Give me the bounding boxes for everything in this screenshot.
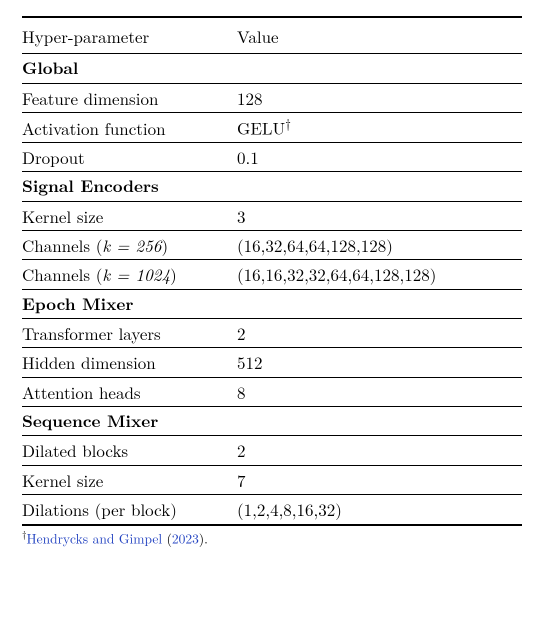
value-cell: 512 (237, 348, 522, 377)
section-header-row: Signal Encoders (22, 172, 522, 201)
value-cell: 2 (237, 319, 522, 348)
param-prefix: Channels ( (22, 233, 102, 257)
param-cell: Kernel size (22, 201, 237, 230)
param-cell: Hidden dimension (22, 348, 237, 377)
value-text: (16,16,32,32,64,64,128,128) (237, 262, 436, 286)
table-row: Dilations (per block)(1,2,4,8,16,32) (22, 495, 522, 525)
footnote-cell: †Hendrycks and Gimpel (2023). (22, 526, 522, 550)
param-math: k = 256 (102, 233, 161, 257)
table-row: Channels (k = 256)(16,32,64,64,128,128) (22, 231, 522, 260)
param-cell: Attention heads (22, 377, 237, 406)
table-row: Attention heads8 (22, 377, 522, 406)
table-row: Dropout0.1 (22, 143, 522, 172)
table-header-row: Hyper-parameter Value (22, 17, 522, 54)
value-cell: 3 (237, 201, 522, 230)
table-row: Feature dimension128 (22, 83, 522, 112)
section-title: Global (22, 54, 522, 83)
value-text: 3 (237, 204, 246, 228)
param-cell: Dropout (22, 143, 237, 172)
hyperparameter-table: Hyper-parameter Value GlobalFeature dime… (22, 16, 522, 550)
value-cell: (1,2,4,8,16,32) (237, 495, 522, 525)
footnote-citation-link[interactable]: Hendrycks and Gimpel (27, 528, 163, 547)
value-cell: 128 (237, 83, 522, 112)
value-cell: 7 (237, 465, 522, 494)
param-suffix: ) (170, 262, 177, 286)
value-cell: 2 (237, 436, 522, 465)
section-header-row: Global (22, 54, 522, 83)
value-text: 7 (237, 468, 246, 492)
table-row: Channels (k = 1024)(16,16,32,32,64,64,12… (22, 260, 522, 289)
section-title: Epoch Mixer (22, 289, 522, 318)
value-text: 8 (237, 380, 246, 404)
footnote-close: ). (199, 528, 208, 547)
param-cell: Activation function (22, 113, 237, 143)
param-cell: Transformer layers (22, 319, 237, 348)
value-cell: 8 (237, 377, 522, 406)
footnote-row: †Hendrycks and Gimpel (2023). (22, 526, 522, 550)
table-row: Dilated blocks2 (22, 436, 522, 465)
param-suffix: ) (161, 233, 168, 257)
header-param: Hyper-parameter (22, 17, 237, 54)
table-row: Hidden dimension512 (22, 348, 522, 377)
value-cell: GELU† (237, 113, 522, 143)
table-row: Transformer layers2 (22, 319, 522, 348)
table-row: Kernel size7 (22, 465, 522, 494)
section-header-row: Sequence Mixer (22, 407, 522, 436)
value-cell: (16,32,64,64,128,128) (237, 231, 522, 260)
param-prefix: Channels ( (22, 262, 102, 286)
value-text: 0.1 (237, 145, 259, 169)
param-cell: Channels (k = 256) (22, 231, 237, 260)
param-math: k = 1024 (102, 262, 170, 286)
value-text: 512 (237, 350, 263, 374)
header-value: Value (237, 17, 522, 54)
value-cell: (16,16,32,32,64,64,128,128) (237, 260, 522, 289)
value-text: 128 (237, 86, 263, 110)
param-cell: Dilations (per block) (22, 495, 237, 525)
param-cell: Dilated blocks (22, 436, 237, 465)
param-cell: Channels (k = 1024) (22, 260, 237, 289)
param-cell: Kernel size (22, 465, 237, 494)
section-title: Signal Encoders (22, 172, 522, 201)
footnote-open: ( (162, 528, 172, 547)
value-text: 2 (237, 321, 246, 345)
table-row: Activation functionGELU† (22, 113, 522, 143)
footnote-year-link[interactable]: 2023 (172, 528, 199, 547)
value-text: (1,2,4,8,16,32) (237, 497, 342, 521)
value-text: 2 (237, 438, 246, 462)
section-header-row: Epoch Mixer (22, 289, 522, 318)
value-cell: 0.1 (237, 143, 522, 172)
value-text: (16,32,64,64,128,128) (237, 233, 393, 257)
dagger-icon: † (285, 114, 291, 132)
param-cell: Feature dimension (22, 83, 237, 112)
value-text: GELU (237, 116, 285, 140)
table-row: Kernel size3 (22, 201, 522, 230)
section-title: Sequence Mixer (22, 407, 522, 436)
